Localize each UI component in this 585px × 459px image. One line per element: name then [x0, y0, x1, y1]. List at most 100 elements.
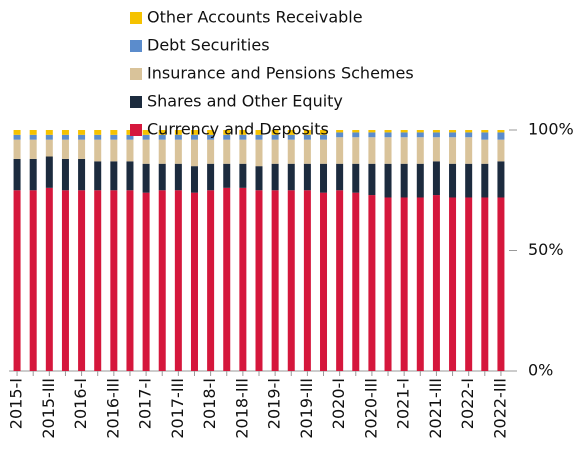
legend-swatch	[130, 68, 142, 80]
bar-segment	[13, 139, 21, 159]
bar-segment	[223, 130, 231, 135]
bar-segment	[142, 130, 150, 135]
bar-segment	[416, 197, 424, 371]
bar-segment	[126, 161, 134, 191]
bar-segment	[158, 139, 166, 164]
bar-segment	[416, 137, 424, 164]
bar-segment	[45, 134, 53, 140]
bar-segment	[320, 192, 328, 371]
bar-segment	[94, 190, 102, 371]
legend-label: Currency and Deposits	[147, 120, 329, 139]
y-tick-label: 0%	[528, 361, 553, 380]
bar-segment	[78, 158, 86, 191]
bar-segment	[449, 163, 457, 198]
bar-segment	[207, 163, 215, 191]
bar-segment	[94, 139, 102, 162]
bar-segment	[207, 190, 215, 371]
bar-segment	[255, 166, 263, 191]
bar-segment	[352, 192, 360, 371]
bar-segment	[190, 134, 198, 140]
legend-swatch	[130, 96, 142, 108]
bar-segment	[13, 158, 21, 191]
bar-segment	[352, 132, 360, 138]
bar-segment	[223, 139, 231, 164]
bar-segment	[110, 161, 118, 191]
bar-segment	[481, 163, 489, 198]
bar-segment	[481, 197, 489, 371]
x-tick-label: 2016-I	[71, 378, 90, 429]
bar-segment	[449, 137, 457, 164]
bar-segment	[174, 139, 182, 164]
bar-segment	[207, 134, 215, 140]
bar-segment	[400, 163, 408, 198]
bar-segment	[336, 132, 344, 138]
bar-segment	[400, 137, 408, 164]
bar-segment	[352, 163, 360, 193]
x-tick-label: 2016-III	[103, 378, 122, 439]
bar-segment	[287, 163, 295, 191]
bar-segment	[61, 130, 69, 135]
bar-segment	[223, 163, 231, 188]
bar-segment	[29, 130, 37, 135]
bar-segment	[497, 161, 505, 198]
bar-segment	[239, 134, 247, 140]
x-tick-label: 2017-III	[168, 378, 187, 439]
bar-segment	[384, 163, 392, 198]
bar-segment	[303, 139, 311, 164]
bar-segment	[61, 158, 69, 191]
x-tick-label: 2021-III	[426, 378, 445, 439]
bar-segment	[110, 130, 118, 135]
bar-segment	[465, 197, 473, 371]
bar-segment	[61, 190, 69, 371]
bar-segment	[158, 163, 166, 191]
bar-segment	[174, 130, 182, 135]
bar-segment	[336, 163, 344, 191]
x-tick-label: 2017-I	[136, 378, 155, 429]
bar-segment	[400, 130, 408, 133]
bar-segment	[94, 134, 102, 140]
bar-segment	[126, 134, 134, 140]
bar-segment	[497, 130, 505, 133]
bar-segment	[271, 163, 279, 191]
bar-segment	[45, 139, 53, 157]
bar-segment	[78, 130, 86, 135]
bar-segment	[497, 132, 505, 140]
bar-segment	[465, 132, 473, 138]
bar-segment	[384, 130, 392, 133]
bar-segment	[303, 163, 311, 191]
bar-segment	[61, 134, 69, 140]
bar-segment	[449, 197, 457, 371]
legend-swatch	[130, 124, 142, 136]
bar-segment	[497, 197, 505, 371]
bar-segment	[78, 139, 86, 159]
bar-segment	[384, 197, 392, 371]
bar-segment	[416, 130, 424, 133]
bar-segment	[13, 190, 21, 371]
bar-segment	[126, 190, 134, 371]
bar-segment	[13, 134, 21, 140]
bar-segment	[303, 130, 311, 135]
bar-segment	[384, 132, 392, 138]
bar-segment	[497, 139, 505, 162]
bar-segment	[416, 132, 424, 138]
x-tick-label: 2021-I	[394, 378, 413, 429]
bar-segment	[239, 187, 247, 371]
bar-segment	[158, 190, 166, 371]
bar-segment	[29, 158, 37, 191]
bar-segment	[465, 163, 473, 198]
bar-segment	[190, 166, 198, 193]
bar-segment	[400, 197, 408, 371]
bar-segment	[158, 134, 166, 140]
bar-segment	[368, 137, 376, 164]
bar-segment	[94, 161, 102, 191]
y-tick-label: 50%	[528, 240, 564, 259]
bar-segment	[110, 134, 118, 140]
legend-swatch	[130, 40, 142, 52]
bar-segment	[432, 137, 440, 162]
bar-segment	[29, 139, 37, 159]
bar-segment	[481, 132, 489, 140]
bar-segment	[320, 163, 328, 193]
bar-segment	[416, 163, 424, 198]
bar-segment	[320, 139, 328, 164]
bar-segment	[449, 130, 457, 133]
